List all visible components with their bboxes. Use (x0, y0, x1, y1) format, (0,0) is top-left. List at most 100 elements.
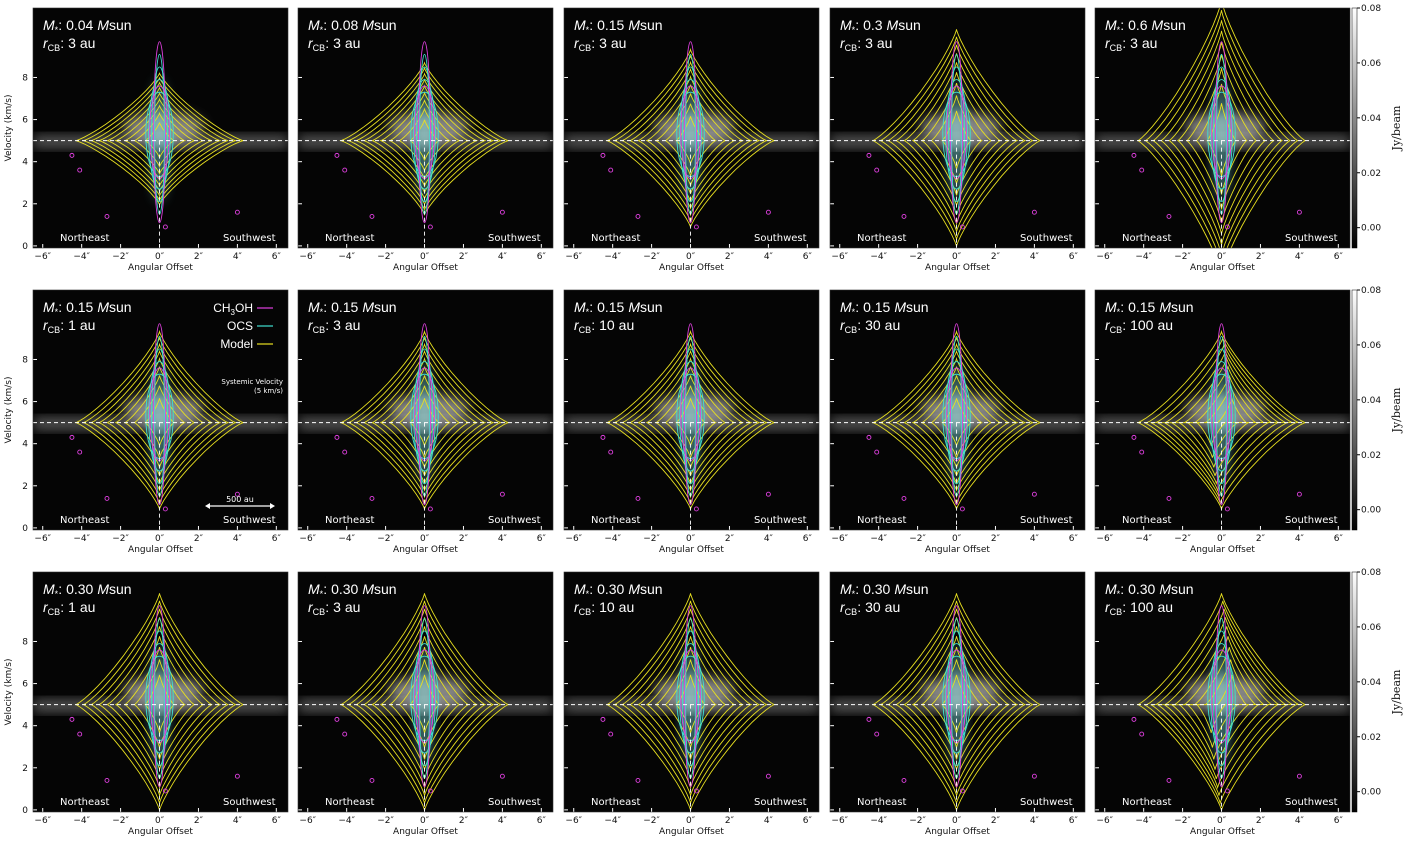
ch3oh-contour (234, 773, 240, 779)
x-tick-label: −4″ (73, 534, 90, 544)
unit-au: au (80, 35, 96, 51)
ch3oh-contour (427, 506, 433, 512)
frame (563, 7, 820, 249)
x-tick-label: 6″ (537, 816, 547, 826)
x-tick-label: 6″ (537, 534, 547, 544)
ch3oh-contour (901, 777, 907, 783)
mass-value: 0.15 (66, 299, 93, 315)
colon: : (857, 599, 861, 615)
unit-m: M (97, 299, 109, 315)
mass-subscript: * (852, 25, 856, 35)
x-tick-label: 4″ (764, 816, 774, 826)
ocs-contour (151, 66, 168, 203)
legend-name-end: OH (235, 301, 253, 315)
mass-symbol: M (43, 17, 55, 33)
direction-label: Southwest (488, 797, 541, 808)
model-contour (1168, 42, 1275, 235)
x-tick-label: −6″ (831, 816, 848, 826)
mass-subscript: * (320, 25, 324, 35)
panel: −6″ −4″ −2″ 0″ 2″ 4″ 6″ Angular Offset Northeast… (829, 7, 1086, 273)
unit-sun: sun (1171, 581, 1194, 597)
x-tick-label: 6″ (1334, 252, 1344, 262)
y-axis-label: Velocity (km/s) (4, 377, 14, 444)
ch3oh-contour (334, 434, 340, 440)
colon: : (325, 317, 329, 333)
mass-symbol: M (43, 581, 55, 597)
unit-au: au (885, 599, 901, 615)
y-tick-label: 4 (22, 158, 28, 168)
colorbar-gradient (1351, 289, 1358, 531)
panel: −6″ −4″ −2″ 0″ 2″ 4″ 6″ Angular Offset Northeast… (829, 289, 1086, 555)
mass-label: M*: 0.30 Msun (43, 581, 132, 599)
mass-symbol: M (840, 299, 852, 315)
unit-sun: sun (906, 581, 929, 597)
unit-sun: sun (906, 299, 929, 315)
mass-subscript: * (1117, 25, 1121, 35)
x-tick-label: 4″ (1295, 534, 1305, 544)
mass-value: 0.3 (863, 17, 883, 33)
unit-sun: sun (109, 17, 132, 33)
frame (32, 7, 289, 249)
mass-symbol: M (308, 581, 320, 597)
mass-label: M*: 0.3 Msun (840, 17, 921, 35)
model-contour (637, 357, 744, 486)
x-tick-label: −4″ (604, 816, 621, 826)
unit-sun: sun (374, 299, 397, 315)
x-tick-label: −4″ (1135, 534, 1152, 544)
ocs-contour (948, 348, 965, 485)
unit-au: au (1157, 317, 1173, 333)
ocs-contour (151, 348, 168, 485)
x-axis-label: Angular Offset (393, 263, 458, 273)
r-subscript: CB (313, 607, 326, 617)
unit-m: M (362, 581, 374, 597)
r-subscript: CB (579, 325, 592, 335)
mass-symbol: M (840, 581, 852, 597)
ocs-contour (413, 361, 436, 472)
model-contour (903, 357, 1010, 486)
legend-sub: 3 (231, 308, 236, 317)
ch3oh-contour (342, 731, 348, 737)
x-tick-label: −6″ (1096, 252, 1113, 262)
x-tick-label: 0″ (1217, 534, 1227, 544)
direction-label: Southwest (1285, 797, 1338, 808)
model-contour (114, 636, 205, 770)
x-tick-label: −4″ (604, 252, 621, 262)
legend-name: Model (220, 337, 253, 351)
x-tick-label: −2″ (1174, 816, 1191, 826)
unit-au: au (885, 317, 901, 333)
ch3oh-contour (69, 434, 75, 440)
r-symbol: r (1105, 317, 1111, 333)
panel: −6″ −4″ −2″ 0″ 2″ 4″ 6″ Angular Offset Northeast… (297, 7, 554, 273)
ch3oh-contour (1296, 773, 1302, 779)
ch3oh-contour (600, 152, 606, 158)
panel: −6″ −4″ −2″ 0″ 2″ 4″ 6″ Angular Offset Northeast… (1094, 571, 1351, 837)
mass-label: M*: 0.30 Msun (840, 581, 929, 599)
ch3oh-contour (499, 773, 505, 779)
panel: −6″ −4″ −2″ 0″ 2″ 4″ 6″ Angular Offset Northeast… (297, 289, 554, 555)
mass-value: 0.08 (331, 17, 358, 33)
colorbar: 0.00 0.02 0.04 0.06 0.08 Jy/beam (1351, 4, 1403, 249)
r-symbol: r (1105, 35, 1111, 51)
ch3oh-contour (959, 506, 965, 512)
x-tick-label: 6″ (1334, 534, 1344, 544)
colon: : (60, 599, 64, 615)
ch3oh-contour (1224, 224, 1230, 230)
panel: −6″ −4″ −2″ 0″ 2″ 4″ 6″ Angular Offset Northeast… (1094, 289, 1351, 555)
panel-plot (33, 290, 288, 530)
panel-plot (298, 290, 553, 530)
unit-m: M (887, 17, 899, 33)
rcb-value: 10 (599, 317, 615, 333)
colorbar-tick-label: 0.06 (1361, 341, 1381, 351)
panel-plot (298, 8, 553, 248)
mass-subscript: * (852, 589, 856, 599)
ch3oh-contour (765, 209, 771, 215)
x-tick-label: 4″ (1030, 534, 1040, 544)
x-tick-label: 2″ (725, 816, 735, 826)
ch3oh-contour (162, 788, 168, 794)
direction-label: Northeast (60, 515, 109, 526)
frame (563, 289, 820, 531)
ocs-contour (416, 66, 433, 203)
rcb-label: rCB: 10 au (574, 599, 634, 617)
rcb-label: rCB: 30 au (840, 599, 900, 617)
y-tick-label: 6 (22, 680, 28, 690)
